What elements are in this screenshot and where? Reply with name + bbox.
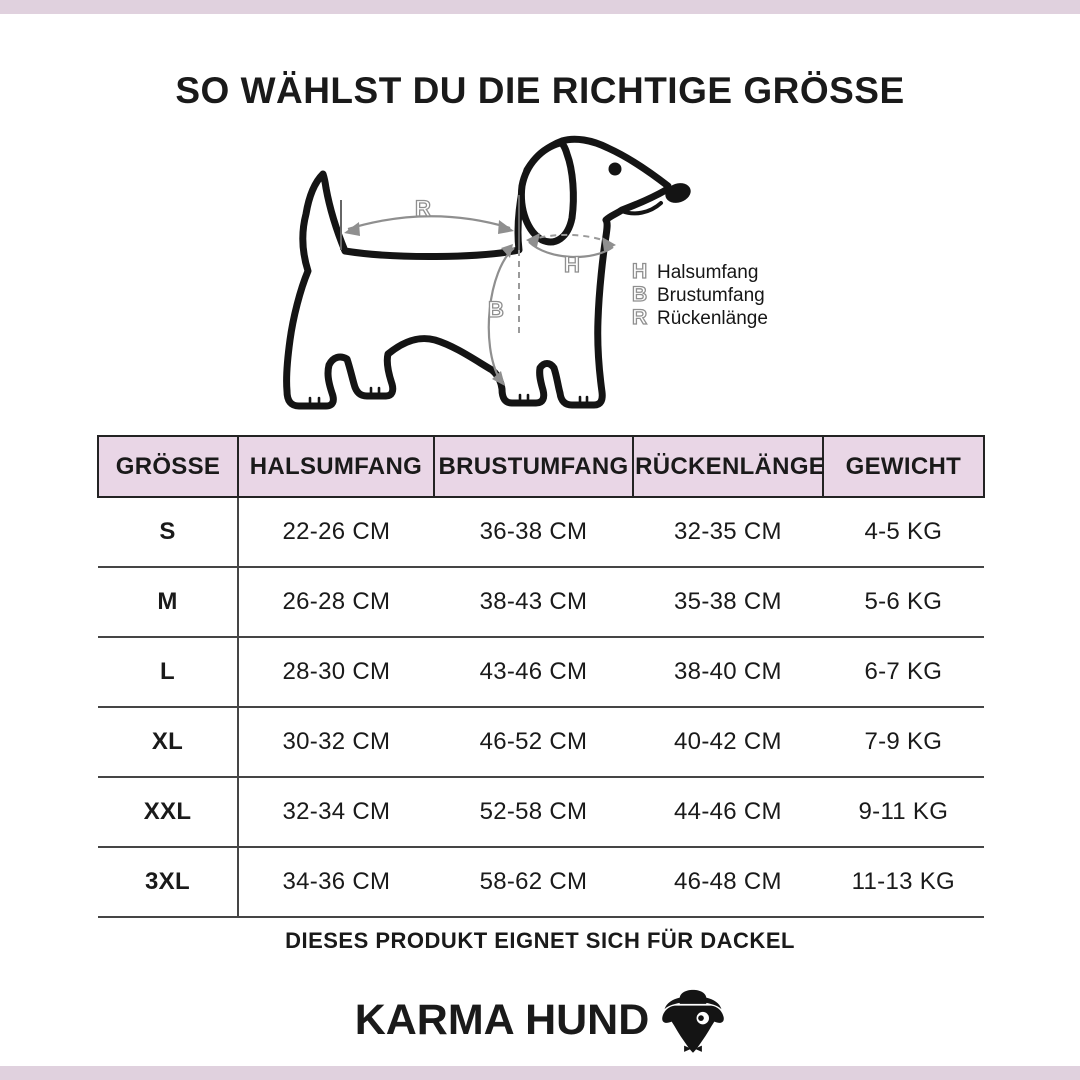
table-row: L 28-30 CM 43-46 CM 38-40 CM 6-7 KG bbox=[98, 636, 984, 707]
table-row: 3XL 34-36 CM 58-62 CM 46-48 CM 11-13 KG bbox=[98, 846, 984, 918]
dog-nose bbox=[665, 183, 691, 203]
size-cell: 3XL bbox=[98, 846, 239, 918]
product-note: DIESES PRODUKT EIGNET SICH FÜR DACKEL bbox=[285, 928, 795, 953]
value-cell: 52-58 CM bbox=[433, 776, 634, 847]
value-cell: 46-52 CM bbox=[433, 706, 634, 777]
dog-with-hat-icon bbox=[662, 989, 725, 1053]
dog-pupil bbox=[698, 1015, 705, 1021]
value-cell: 7-9 KG bbox=[822, 706, 984, 777]
legend-letter-h: H bbox=[632, 260, 647, 283]
legend-label-brustumfang: Brustumfang bbox=[657, 285, 765, 306]
legend-label-rueckenlaenge: Rückenlänge bbox=[657, 308, 768, 329]
value-cell: 32-34 CM bbox=[237, 776, 434, 847]
legend-letter-r: R bbox=[632, 306, 647, 329]
neck-girth-arc bbox=[528, 241, 614, 259]
table-row: S 22-26 CM 36-38 CM 32-35 CM 4-5 KG bbox=[98, 497, 984, 567]
page-title: SO WÄHLST DU DIE RICHTIGE GRÖSSE bbox=[175, 70, 905, 111]
label-r: R bbox=[415, 196, 431, 221]
value-cell: 46-48 CM bbox=[633, 846, 823, 918]
value-cell: 9-11 KG bbox=[822, 776, 984, 847]
value-cell: 4-5 KG bbox=[864, 518, 943, 545]
value-cell: 28-30 CM bbox=[237, 636, 434, 707]
table-row: M 26-28 CM 38-43 CM 35-38 CM 5-6 KG bbox=[98, 566, 984, 637]
value-cell: 40-42 CM bbox=[633, 706, 823, 777]
table-row: XL 30-32 CM 46-52 CM 40-42 CM 7-9 KG bbox=[98, 706, 984, 777]
value-cell: 5-6 KG bbox=[822, 566, 984, 637]
value-cell: 43-46 CM bbox=[433, 636, 634, 707]
value-cell: 22-26 CM bbox=[282, 518, 391, 545]
value-cell: 36-38 CM bbox=[479, 518, 588, 545]
value-cell: 11-13 KG bbox=[822, 846, 984, 918]
top-border-strip bbox=[0, 0, 1080, 14]
legend-letter-b: B bbox=[632, 283, 647, 306]
brand-name: KARMA HUND bbox=[354, 995, 650, 1044]
back-length-arrow bbox=[347, 215, 511, 231]
column-header-rueckenlaenge: RÜCKENLÄNGE bbox=[632, 435, 825, 498]
value-cell: 38-40 CM bbox=[633, 636, 823, 707]
dog-eye bbox=[608, 162, 622, 176]
legend-label-halsumfang: Halsumfang bbox=[657, 262, 758, 283]
size-cell: XXL bbox=[98, 776, 239, 847]
value-cell: 26-28 CM bbox=[237, 566, 434, 637]
label-h: H bbox=[564, 252, 580, 277]
measurement-annotations: R H B bbox=[340, 195, 616, 386]
chest-girth-arc bbox=[487, 247, 515, 381]
value-cell: 30-32 CM bbox=[237, 706, 434, 777]
value-cell: 44-46 CM bbox=[633, 776, 823, 847]
value-cell: 32-35 CM bbox=[674, 518, 782, 545]
size-cell: S bbox=[98, 497, 239, 567]
value-cell: 6-7 KG bbox=[822, 636, 984, 707]
table-header-row: GRÖSSE HALSUMFANG BRUSTUMFANG RÜCKENLÄNG… bbox=[97, 435, 986, 498]
column-header-groesse: GRÖSSE bbox=[97, 435, 239, 498]
table-row: XXL 32-34 CM 52-58 CM 44-46 CM 9-11 KG bbox=[98, 776, 984, 847]
measurement-legend: H Halsumfang B Brustumfang R Rückenlänge bbox=[631, 259, 768, 329]
size-cell: XL bbox=[98, 706, 239, 777]
value-cell: 38-43 CM bbox=[433, 566, 634, 637]
label-b: B bbox=[488, 297, 504, 322]
dachshund-measurement-diagram: R H B H Halsumfang B Brustumfang R Rücke… bbox=[283, 135, 768, 410]
size-cell: L bbox=[98, 636, 239, 707]
table-body: S 22-26 CM 36-38 CM 32-35 CM 4-5 KG M 26-28 CM… bbox=[98, 497, 984, 918]
bottom-border-strip bbox=[0, 1066, 1080, 1080]
size-cell: M bbox=[98, 566, 239, 637]
value-cell: 34-36 CM bbox=[237, 846, 434, 918]
column-header-brustumfang: BRUSTUMFANG bbox=[432, 435, 635, 498]
brand-logo: KARMA HUND bbox=[0, 980, 1080, 1060]
column-header-gewicht: GEWICHT bbox=[821, 435, 986, 498]
value-cell: 35-38 CM bbox=[633, 566, 823, 637]
value-cell: 58-62 CM bbox=[433, 846, 634, 918]
dachshund-illustration bbox=[283, 135, 691, 410]
size-table: GRÖSSE HALSUMFANG BRUSTUMFANG RÜCKENLÄNG… bbox=[97, 435, 986, 918]
column-header-halsumfang: HALSUMFANG bbox=[236, 435, 435, 498]
